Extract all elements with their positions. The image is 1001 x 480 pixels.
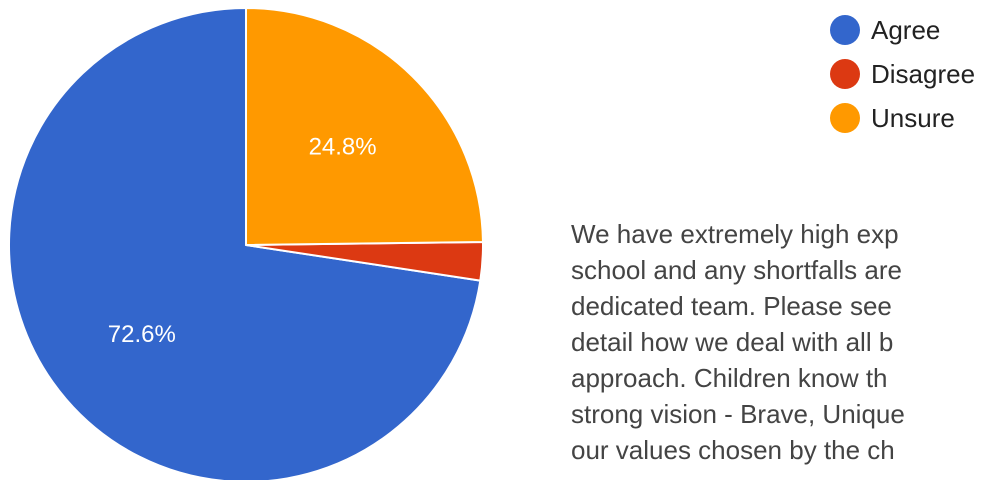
legend-swatch-unsure <box>830 103 860 133</box>
legend-label-agree: Agree <box>871 14 941 45</box>
legend-item-agree: Agree <box>830 8 975 52</box>
legend-swatch-agree <box>830 15 860 45</box>
legend-item-disagree: Disagree <box>830 52 975 96</box>
legend-label-unsure: Unsure <box>871 102 955 133</box>
explanation-text: We have extremely high exp school and an… <box>571 219 905 465</box>
data-label-agree: 72.6% <box>108 321 176 348</box>
legend-swatch-disagree <box>830 59 860 89</box>
data-label-unsure: 24.8% <box>309 134 377 161</box>
pie-slice-unsure <box>245 7 484 246</box>
chart-legend: Agree Disagree Unsure <box>830 8 975 140</box>
legend-item-unsure: Unsure <box>830 96 975 140</box>
legend-label-disagree: Disagree <box>871 58 976 89</box>
pie-slice-agree <box>8 7 482 480</box>
